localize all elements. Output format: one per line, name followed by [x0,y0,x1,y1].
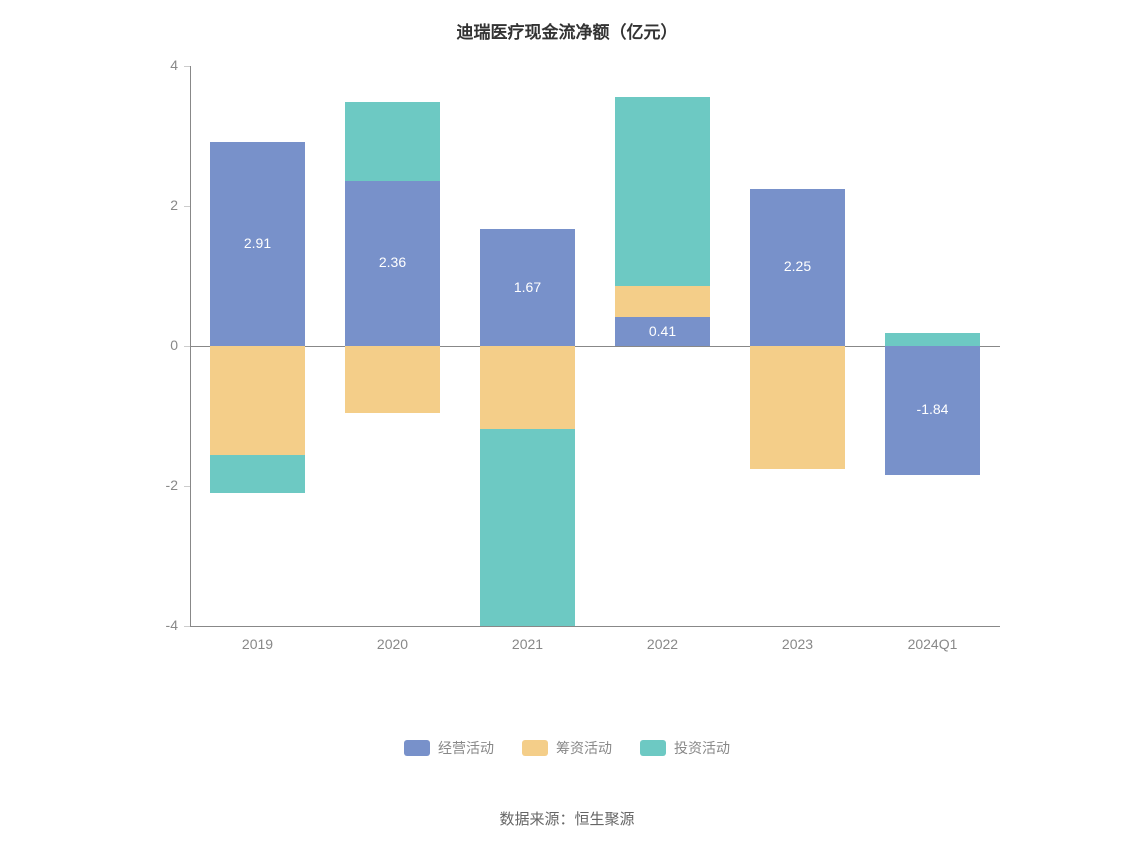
zero-line [190,346,1000,347]
x-tick-label: 2020 [343,636,443,652]
legend-label-operating: 经营活动 [438,738,494,758]
bar-operating[interactable] [750,189,845,347]
legend-item-operating[interactable]: 经营活动 [404,738,494,758]
bar-operating[interactable] [615,317,710,346]
y-tick-mark [184,206,190,207]
bar-operating[interactable] [480,229,575,346]
plot-area: -4-202420192.9120202.3620211.6720220.412… [190,66,1000,626]
y-tick-label: 2 [138,197,178,213]
bar-investing[interactable] [885,333,980,346]
y-tick-label: -2 [138,477,178,493]
legend-swatch-financing [522,740,548,756]
bar-operating[interactable] [345,181,440,346]
bar-financing[interactable] [480,346,575,429]
bar-investing[interactable] [345,102,440,181]
data-source-text: 数据来源：恒生聚源 [0,808,1134,829]
chart-legend: 经营活动 筹资活动 投资活动 [0,738,1134,758]
y-tick-label: 0 [138,337,178,353]
cashflow-chart: 迪瑞医疗现金流净额（亿元） -4-202420192.9120202.36202… [0,0,1134,849]
legend-swatch-operating [404,740,430,756]
y-tick-mark [184,66,190,67]
x-tick-label: 2021 [478,636,578,652]
x-axis [190,626,1000,627]
bar-investing[interactable] [480,429,575,626]
y-tick-label: 4 [138,57,178,73]
bar-financing[interactable] [750,346,845,469]
y-tick-label: -4 [138,617,178,633]
legend-item-investing[interactable]: 投资活动 [640,738,730,758]
x-tick-label: 2023 [748,636,848,652]
bar-financing[interactable] [210,346,305,455]
bar-operating[interactable] [210,142,305,346]
x-tick-label: 2024Q1 [883,636,983,652]
bar-financing[interactable] [345,346,440,413]
bar-investing[interactable] [210,455,305,494]
legend-swatch-investing [640,740,666,756]
legend-label-financing: 筹资活动 [556,738,612,758]
x-tick-label: 2022 [613,636,713,652]
legend-item-financing[interactable]: 筹资活动 [522,738,612,758]
legend-label-investing: 投资活动 [674,738,730,758]
bar-financing[interactable] [615,286,710,318]
x-tick-label: 2019 [208,636,308,652]
y-tick-mark [184,486,190,487]
bar-operating[interactable] [885,346,980,475]
chart-title: 迪瑞医疗现金流净额（亿元） [0,18,1134,43]
bar-investing[interactable] [615,97,710,286]
